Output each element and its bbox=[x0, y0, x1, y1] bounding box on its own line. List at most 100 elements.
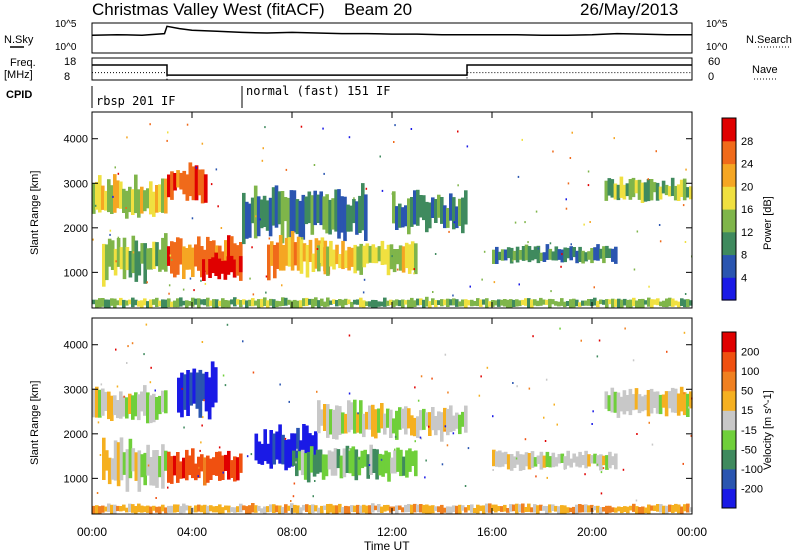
heatmap-speck bbox=[217, 205, 219, 208]
heatmap-cell-11 bbox=[422, 299, 426, 308]
heatmap-cell-5 bbox=[286, 197, 291, 247]
heatmap-cell-9 bbox=[518, 250, 523, 260]
heatmap-cell-9 bbox=[605, 245, 609, 258]
heatmap-cell-2 bbox=[194, 165, 199, 201]
heatmap-cell-9 bbox=[628, 388, 633, 416]
heatmap-speck bbox=[264, 126, 266, 129]
heatmap-cell-10 bbox=[107, 503, 111, 512]
colorbar-tick-label: -15 bbox=[741, 425, 757, 437]
heatmap-cell-11 bbox=[464, 299, 468, 308]
heatmap-cell-5 bbox=[411, 451, 415, 466]
heatmap-cell-5 bbox=[369, 444, 373, 475]
heatmap-cell-10 bbox=[95, 505, 99, 514]
heatmap-speck bbox=[600, 492, 603, 495]
power-colorbar: 28 24 20 16 12 8 4 bbox=[721, 117, 753, 301]
heatmap-speck bbox=[515, 457, 518, 460]
heatmap-speck bbox=[690, 434, 692, 437]
heatmap-cell-0 bbox=[164, 390, 168, 414]
heatmap-cell-3 bbox=[188, 455, 192, 476]
heatmap-speck bbox=[396, 268, 399, 271]
heatmap-cell-6 bbox=[347, 400, 351, 433]
heatmap-speck bbox=[622, 468, 625, 471]
heatmap-speck bbox=[569, 157, 572, 159]
heatmap-cell-11 bbox=[380, 301, 384, 307]
heatmap-cell-4 bbox=[205, 256, 209, 271]
heatmap-cell-8 bbox=[392, 191, 396, 224]
heatmap-cell-3 bbox=[233, 456, 237, 482]
heatmap-cell-10 bbox=[596, 505, 600, 513]
heatmap-cell-10 bbox=[374, 505, 378, 511]
heatmap-cell-10 bbox=[682, 178, 687, 201]
heatmap-cell-3 bbox=[209, 458, 213, 480]
heatmap-cell-6 bbox=[341, 412, 345, 434]
ytick-label: 1000 bbox=[64, 267, 88, 279]
heatmap-cell-9 bbox=[631, 394, 636, 411]
heatmap-cell-8 bbox=[498, 450, 502, 468]
heatmap-cell-2 bbox=[203, 174, 208, 203]
heatmap-cell-2 bbox=[173, 173, 177, 191]
heatmap-speck bbox=[218, 446, 221, 449]
heatmap-cell-1 bbox=[155, 242, 159, 267]
heatmap-cell-11 bbox=[557, 301, 561, 307]
heatmap-speck bbox=[565, 207, 568, 210]
heatmap-cell-11 bbox=[128, 299, 132, 305]
heatmap-cell-10 bbox=[443, 507, 447, 513]
heatmap-speck bbox=[584, 473, 586, 476]
heatmap-cell-10 bbox=[521, 503, 525, 513]
heatmap-cell-8 bbox=[458, 198, 462, 226]
heatmap-cell-1 bbox=[122, 237, 127, 280]
heatmap-cell-11 bbox=[383, 297, 387, 307]
heatmap-cell-11 bbox=[386, 300, 390, 306]
heatmap-speck bbox=[447, 391, 449, 394]
colorbar-swatch bbox=[722, 231, 736, 256]
heatmap-cell-11 bbox=[194, 298, 198, 305]
heatmap-cell-8 bbox=[560, 453, 565, 463]
heatmap-cell-11 bbox=[425, 296, 429, 307]
heatmap-cell-10 bbox=[679, 179, 684, 197]
heatmap-cell-9 bbox=[554, 246, 559, 261]
heatmap-cell-9 bbox=[506, 247, 511, 259]
heatmap-cell-11 bbox=[446, 298, 450, 307]
heatmap-cell-10 bbox=[581, 504, 585, 513]
heatmap-cell-10 bbox=[665, 505, 669, 514]
heatmap-cell-10 bbox=[500, 506, 504, 512]
heatmap-cell-1 bbox=[149, 457, 153, 486]
heatmap-speck bbox=[259, 218, 261, 221]
heatmap-cell-11 bbox=[260, 298, 264, 308]
heatmap-cell-11 bbox=[182, 300, 186, 306]
heatmap-cell-11 bbox=[131, 297, 135, 308]
heatmap-cell-5 bbox=[324, 454, 329, 477]
time-xaxis: 00:00 04:00 08:00 12:00 16:00 20:00 00:00 bbox=[77, 112, 707, 539]
heatmap-speck bbox=[492, 469, 494, 471]
heatmap-cell-11 bbox=[275, 300, 279, 308]
heatmap-cell-10 bbox=[473, 508, 477, 513]
heatmap-cell-8 bbox=[422, 195, 426, 221]
heatmap-cell-9 bbox=[655, 391, 660, 414]
heatmap-speck bbox=[688, 406, 690, 409]
heatmap-speck bbox=[170, 258, 173, 261]
heatmap-cell-10 bbox=[437, 506, 441, 513]
heatmap-speck bbox=[362, 291, 365, 294]
heatmap-cell-3 bbox=[203, 457, 207, 486]
heatmap-cell-3 bbox=[167, 246, 171, 266]
heatmap-cell-11 bbox=[623, 298, 627, 306]
colorbar-swatch bbox=[722, 410, 736, 431]
heatmap-cell-10 bbox=[146, 505, 150, 513]
heatmap-cell-1 bbox=[146, 444, 150, 476]
heatmap-cell-11 bbox=[344, 298, 348, 306]
heatmap-speck bbox=[201, 142, 204, 145]
heatmap-cell-10 bbox=[404, 504, 408, 513]
heatmap-cell-8 bbox=[539, 451, 544, 470]
heatmap-cell-1 bbox=[128, 251, 133, 278]
freq-panel: Freq. [MHz] 18 8 60 0 Nave bbox=[4, 56, 778, 83]
heatmap-cell-10 bbox=[299, 507, 303, 514]
heatmap-cell-11 bbox=[398, 300, 402, 307]
heatmap-cell-4 bbox=[281, 434, 285, 465]
heatmap-cell-7 bbox=[350, 247, 354, 267]
heatmap-cell-6 bbox=[323, 404, 327, 431]
heatmap-cell-5 bbox=[300, 449, 305, 476]
heatmap-cell-6 bbox=[290, 231, 295, 271]
nsearch-label: N.Search bbox=[746, 34, 792, 46]
heatmap-cell-11 bbox=[569, 299, 573, 308]
heatmap-speck bbox=[183, 426, 185, 429]
